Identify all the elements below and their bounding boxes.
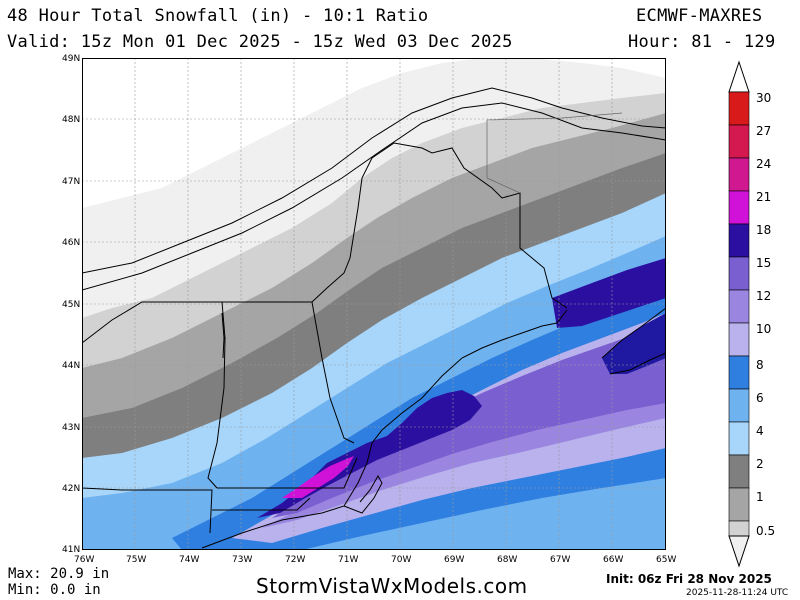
colorbar-top-arrow — [728, 60, 750, 93]
colorbar-swatch-0-5 — [728, 520, 750, 537]
colorbar-label-1: 1 — [756, 490, 764, 504]
colorbar-swatch-6 — [728, 388, 750, 423]
max-value: Max: 20.9 in — [8, 566, 110, 582]
colorbar-label-18: 18 — [756, 223, 772, 237]
colorbar-label-12: 12 — [756, 289, 772, 303]
snow-band-nova-scotia — [602, 313, 666, 374]
colorbar-swatch-24 — [728, 157, 750, 192]
map-frame — [82, 58, 666, 550]
lat-label-44: 44N — [62, 361, 81, 371]
lat-label-49: 49N — [62, 54, 81, 64]
lon-label-72: 72W — [285, 555, 306, 565]
boundaries — [82, 87, 666, 549]
lat-label-43: 43N — [62, 423, 81, 433]
lon-label-66: 66W — [603, 555, 624, 565]
colorbar-label-30: 30 — [756, 91, 772, 105]
province-borders — [486, 112, 623, 194]
colorbar-swatch-8 — [728, 355, 750, 390]
colorbar-swatch-4 — [728, 421, 750, 456]
snow-band-18 — [272, 326, 666, 518]
colorbar-label-21: 21 — [756, 190, 772, 204]
colorbar-label-6: 6 — [756, 391, 764, 405]
colorbar-label-2: 2 — [756, 457, 764, 471]
colorbar-swatch-27 — [728, 124, 750, 159]
lon-label-71: 71W — [338, 555, 359, 565]
colorbar-swatch-30 — [728, 91, 750, 126]
model-name: ECMWF-MAXRES — [636, 6, 763, 26]
lon-label-70: 70W — [391, 555, 412, 565]
lon-label-76: 76W — [74, 555, 95, 565]
lat-label-42: 42N — [62, 484, 81, 494]
colorbar-swatch-10 — [728, 322, 750, 357]
colorbar-bottom-arrow — [728, 535, 750, 568]
snow-band-21-east — [552, 258, 666, 328]
colorbar-swatch-15 — [728, 256, 750, 291]
lat-label-45: 45N — [62, 300, 81, 310]
lat-label-48: 48N — [62, 115, 81, 125]
colorbar-swatch-2 — [728, 454, 750, 489]
colorbar-label-24: 24 — [756, 157, 772, 171]
valid-period: Valid: 15z Mon 01 Dec 2025 - 15z Wed 03 … — [7, 32, 513, 52]
lat-label-47: 47N — [62, 177, 81, 187]
lon-label-65: 65W — [656, 555, 677, 565]
lon-label-69: 69W — [444, 555, 465, 565]
lon-label-74: 74W — [179, 555, 200, 565]
colorbar-label-8: 8 — [756, 358, 764, 372]
lon-label-73: 73W — [232, 555, 253, 565]
colorbar-swatch-12 — [728, 289, 750, 324]
lon-label-68: 68W — [497, 555, 518, 565]
colorbar-label-27: 27 — [756, 124, 772, 138]
snowfall-map — [82, 58, 666, 550]
colorbar-label-10: 10 — [756, 322, 772, 336]
colorbar-label-0-5: 0.5 — [756, 524, 776, 538]
colorbar-swatch-18 — [728, 223, 750, 258]
colorbar-swatch-1 — [728, 487, 750, 522]
generated-timestamp: 2025-11-28-11:24 UTC — [686, 588, 789, 598]
lon-label-75: 75W — [126, 555, 147, 565]
init-time: Init: 06z Fri 28 Nov 2025 — [606, 572, 772, 586]
snowfall-colorbar — [728, 60, 750, 568]
lat-label-41: 41N — [62, 545, 81, 555]
lat-lon-grid — [82, 58, 666, 550]
lon-label-67: 67W — [550, 555, 571, 565]
colorbar-swatch-21 — [728, 190, 750, 225]
site-brand: StormVistaWxModels.com — [256, 574, 528, 598]
colorbar-label-4: 4 — [756, 424, 764, 438]
forecast-hours: Hour: 81 - 129 — [628, 32, 776, 52]
colorbar-label-15: 15 — [756, 256, 772, 270]
map-title: 48 Hour Total Snowfall (in) - 10:1 Ratio — [7, 6, 429, 26]
min-value: Min: 0.0 in — [8, 582, 101, 598]
lat-label-46: 46N — [62, 238, 81, 248]
